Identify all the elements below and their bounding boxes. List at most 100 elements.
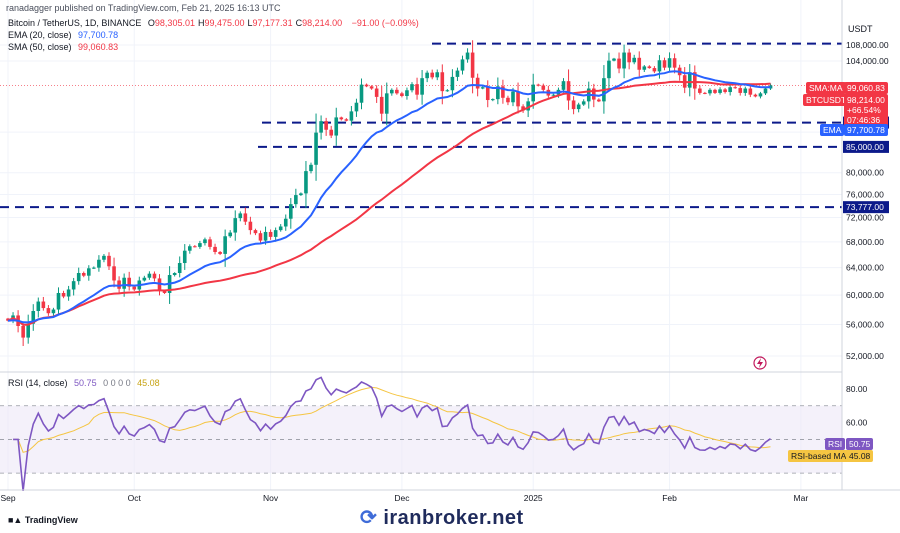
candle-body [576, 104, 581, 110]
candle-body [61, 292, 66, 297]
watermark-text: iranbroker.net [383, 507, 524, 529]
candle-body [617, 58, 621, 69]
y-tick-label: 76,000.00 [846, 190, 884, 200]
y-tick-label: 108,000.00 [846, 40, 889, 50]
candle-body [718, 89, 722, 93]
tradingview-logo-icon: ■▲ [8, 515, 23, 525]
candle-body [299, 193, 303, 196]
x-tick-label: Feb [662, 493, 677, 503]
candle-body [526, 101, 530, 111]
candle-body [152, 273, 157, 279]
candle-body [162, 290, 167, 293]
candle-body [415, 84, 419, 95]
sma-50-line [7, 80, 771, 326]
sma-legend-label: SMA (50, close) [8, 42, 72, 52]
level-tag-label: 73,777.00 [846, 202, 884, 212]
candle-body [188, 246, 192, 251]
candle-body [127, 277, 131, 287]
candle-body [460, 59, 465, 71]
candle-body [607, 60, 611, 79]
y-tick-label: 72,000.00 [846, 213, 884, 223]
candle-body [41, 301, 46, 309]
candle-body [31, 311, 36, 324]
candle-body [344, 119, 349, 121]
candle-body [203, 239, 207, 244]
grid [0, 0, 842, 490]
candle-body [647, 66, 652, 69]
candle-body [758, 93, 763, 97]
x-tick-label: Dec [394, 493, 410, 503]
rsi-line [13, 376, 771, 491]
ohlc-key: C [295, 18, 303, 28]
y-tick-label: 68,000.00 [846, 237, 884, 247]
candle-body [107, 255, 111, 267]
candle-body [359, 84, 364, 103]
candle-body [21, 325, 25, 338]
symbol-legend[interactable]: Bitcoin / TetherUS, 1D, BINANCE O98,305.… [8, 18, 423, 28]
candle-body [263, 231, 268, 241]
x-tick-label: Mar [794, 493, 809, 503]
ema-tag-name: EMA [820, 124, 845, 136]
rsi-legend[interactable]: RSI (14, close) 50.75 0 0 0 0 45.08 [8, 378, 164, 388]
candle-body [723, 89, 727, 93]
candle-body [283, 218, 288, 227]
candle-body [56, 292, 61, 310]
candle-body [753, 94, 758, 97]
candle-body [324, 121, 328, 130]
candle-body [319, 121, 323, 133]
candle-body [541, 85, 546, 90]
candle-body [485, 87, 490, 101]
tradingview-brand[interactable]: ■▲ TradingView [8, 515, 78, 525]
y-tick-label: 104,000.00 [846, 56, 889, 66]
candle-body [147, 273, 152, 278]
candle-body [36, 301, 41, 312]
candle-body [450, 76, 455, 91]
rsi-tag-value: 50.75 [846, 438, 874, 450]
candle-body [26, 323, 30, 338]
level-tag-label: 85,000.00 [846, 142, 884, 152]
candle-body [536, 84, 541, 86]
candle-body [177, 263, 182, 273]
sma-tag-price: 99,060.83 [844, 82, 888, 94]
candle-body [561, 81, 566, 90]
ema-20-line [7, 70, 771, 324]
price-change: −91.00 (−0.09%) [351, 18, 419, 28]
ohlc-value: 97,177.31 [252, 18, 293, 28]
sma-legend-value: 99,060.83 [78, 42, 119, 52]
candle-body [768, 85, 773, 89]
candle-body [713, 89, 717, 93]
candle-body [233, 218, 238, 233]
rsi-tag-name: RSI [825, 438, 846, 450]
x-tick-label: 2025 [524, 493, 543, 503]
candle-body [46, 308, 51, 314]
candle-body [182, 250, 187, 264]
candle-body [592, 88, 596, 100]
candle-body [763, 88, 768, 94]
btc-tag-change: +66.54% [847, 105, 881, 115]
sma-legend[interactable]: SMA (50, close) 99,060.83 [8, 42, 122, 52]
watermark: ⟳ iranbroker.net [360, 505, 524, 530]
candle-body [309, 164, 313, 172]
candle-body [642, 66, 647, 70]
candle-body [445, 90, 450, 92]
candle-body [470, 52, 475, 78]
candle-body [258, 233, 263, 241]
candle-body [420, 78, 424, 95]
candle-body [243, 213, 248, 222]
candle-body [480, 87, 485, 89]
candle-body [425, 72, 429, 79]
candle-body [738, 88, 743, 93]
candle-body [364, 84, 369, 87]
candle-body [238, 213, 243, 219]
candle-body [76, 272, 81, 282]
candle-body [112, 266, 116, 281]
ema-legend[interactable]: EMA (20, close) 97,700.78 [8, 30, 122, 40]
candle-body [703, 92, 707, 94]
candle-body [294, 195, 298, 205]
candle-body [667, 58, 672, 68]
candle-body [435, 72, 440, 78]
candle-body [455, 70, 460, 77]
lightning-icon[interactable] [753, 356, 767, 370]
candle-body [193, 246, 197, 248]
